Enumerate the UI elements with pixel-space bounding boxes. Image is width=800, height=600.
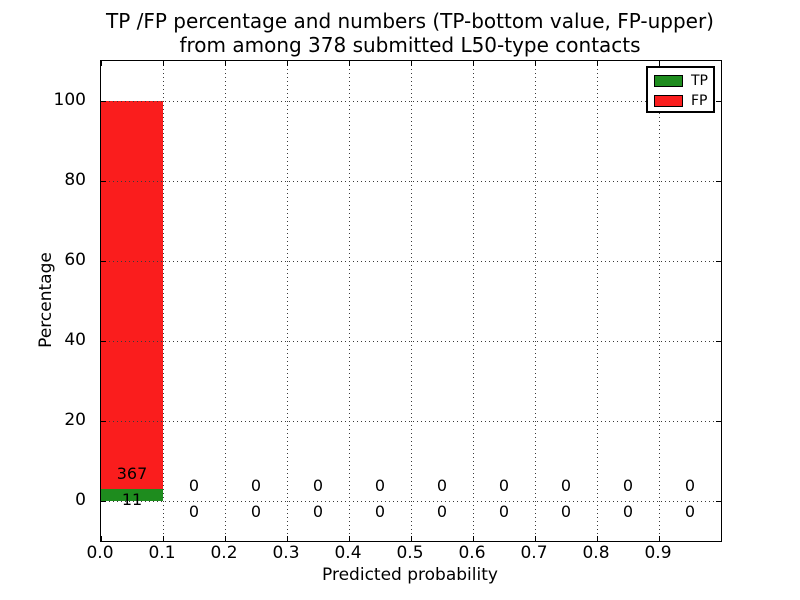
x-tick-mark — [658, 536, 660, 541]
y-tick-mark-right — [716, 420, 721, 422]
grid-line-vertical — [535, 61, 536, 541]
grid-line-vertical — [163, 61, 164, 541]
x-tick-mark — [534, 536, 536, 541]
x-tick-label: 0.5 — [396, 543, 424, 563]
fp-color-swatch — [654, 95, 683, 107]
x-tick-mark-top — [100, 61, 102, 66]
y-tick-mark — [101, 500, 106, 502]
plot-area: 367 11 0 0 0 0 0 0 0 0 0 0 0 0 0 0 0 0 0 0 — [100, 60, 722, 542]
annotation-fp-count: 367 — [116, 464, 148, 484]
annotation-tp-count: 0 — [622, 502, 634, 521]
x-tick-mark — [596, 536, 598, 541]
annotation-tp-count: 0 — [436, 502, 448, 521]
annotation-tp-count: 0 — [374, 502, 386, 521]
y-tick-mark-right — [716, 500, 721, 502]
y-tick-mark — [101, 260, 106, 262]
annotation-tp-count: 0 — [560, 502, 572, 521]
y-tick-mark-right — [716, 340, 721, 342]
annotation-fp-count: 0 — [188, 476, 200, 495]
y-tick-mark-right — [716, 180, 721, 182]
y-tick-mark — [101, 100, 106, 102]
annotation-tp-count: 0 — [498, 502, 510, 521]
chart-title-line2: from among 378 submitted L50-type contac… — [179, 33, 641, 57]
x-axis-label: Predicted probability — [322, 565, 498, 585]
y-tick-label: 60 — [64, 250, 86, 270]
y-tick-mark-right — [716, 100, 721, 102]
y-tick-mark — [101, 180, 106, 182]
x-tick-mark — [348, 536, 350, 541]
x-tick-mark-top — [286, 61, 288, 66]
bar-tp — [101, 489, 163, 501]
x-tick-label: 0.8 — [582, 543, 610, 563]
annotation-tp-count: 0 — [684, 502, 696, 521]
legend-entry-tp: TP — [654, 72, 713, 90]
x-tick-mark-top — [224, 61, 226, 66]
y-tick-label: 100 — [53, 90, 86, 110]
x-tick-label: 0.0 — [86, 543, 114, 563]
legend-label-fp: FP — [691, 93, 708, 109]
chart-title-line1: TP /FP percentage and numbers (TP-bottom… — [106, 9, 714, 33]
x-tick-label: 0.3 — [272, 543, 300, 563]
x-tick-label: 0.4 — [334, 543, 362, 563]
annotation-fp-count: 0 — [498, 476, 510, 495]
x-tick-mark — [100, 536, 102, 541]
legend-entry-fp: FP — [654, 92, 713, 110]
x-tick-mark — [472, 536, 474, 541]
grid-line-vertical — [287, 61, 288, 541]
y-tick-mark-right — [716, 260, 721, 262]
x-tick-label: 0.9 — [644, 543, 672, 563]
annotation-fp-count: 0 — [312, 476, 324, 495]
bar-fp — [101, 101, 163, 490]
x-tick-mark — [286, 536, 288, 541]
x-tick-mark-top — [658, 61, 660, 66]
y-tick-label: 0 — [75, 490, 86, 510]
x-tick-mark — [410, 536, 412, 541]
x-tick-mark-top — [162, 61, 164, 66]
annotation-tp-count: 0 — [188, 502, 200, 521]
grid-line-vertical — [225, 61, 226, 541]
grid-line-vertical — [411, 61, 412, 541]
tp-color-swatch — [654, 75, 683, 87]
annotation-fp-count: 0 — [374, 476, 386, 495]
grid-line-vertical — [349, 61, 350, 541]
x-tick-mark-top — [348, 61, 350, 66]
grid-line-vertical — [597, 61, 598, 541]
legend: TP FP — [646, 66, 715, 113]
x-tick-label: 0.2 — [210, 543, 238, 563]
y-tick-label: 40 — [64, 330, 86, 350]
x-tick-mark-top — [472, 61, 474, 66]
y-tick-mark — [101, 340, 106, 342]
annotation-tp-count: 11 — [121, 490, 143, 510]
x-tick-label: 0.7 — [520, 543, 548, 563]
annotation-fp-count: 0 — [622, 476, 634, 495]
x-tick-mark-top — [596, 61, 598, 66]
x-tick-label: 0.6 — [458, 543, 486, 563]
x-tick-label: 0.1 — [148, 543, 176, 563]
annotation-fp-count: 0 — [436, 476, 448, 495]
x-tick-mark-top — [410, 61, 412, 66]
x-tick-mark-top — [534, 61, 536, 66]
annotation-tp-count: 0 — [312, 502, 324, 521]
y-tick-label: 20 — [64, 410, 86, 430]
annotation-fp-count: 0 — [684, 476, 696, 495]
chart-title: TP /FP percentage and numbers (TP-bottom… — [100, 9, 720, 57]
annotation-fp-count: 0 — [250, 476, 262, 495]
annotation-tp-count: 0 — [250, 502, 262, 521]
y-tick-label: 80 — [64, 170, 86, 190]
grid-line-vertical — [473, 61, 474, 541]
x-tick-mark — [224, 536, 226, 541]
legend-label-tp: TP — [691, 73, 708, 89]
y-tick-mark — [101, 420, 106, 422]
grid-line-vertical — [659, 61, 660, 541]
annotation-fp-count: 0 — [560, 476, 572, 495]
x-tick-mark — [162, 536, 164, 541]
